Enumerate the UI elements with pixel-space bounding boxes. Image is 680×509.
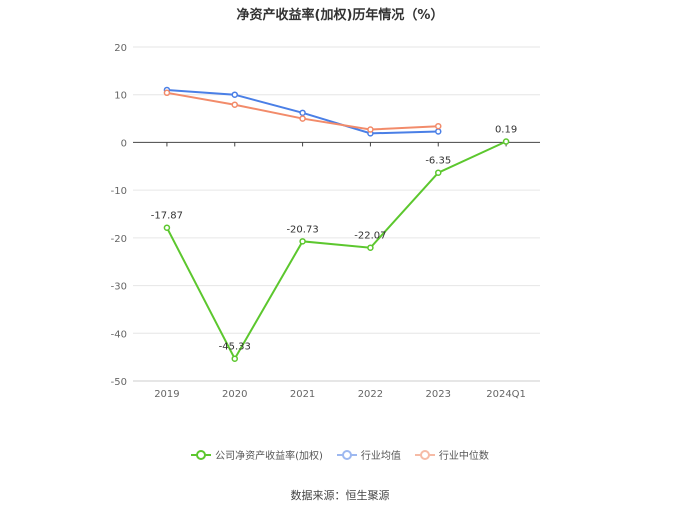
data-point	[435, 169, 442, 176]
data-point	[163, 224, 171, 231]
data-source: 数据来源：恒生聚源	[290, 489, 390, 502]
legend-line-icon	[414, 449, 435, 461]
legend-label-avg: 行业均值	[360, 451, 401, 462]
data-label: -45.33	[219, 342, 251, 353]
legend-label-median: 行业中位数	[438, 451, 489, 462]
data-label: -22.07	[354, 231, 386, 242]
series-line	[166, 140, 507, 361]
y-tick-label: -50	[111, 377, 127, 388]
y-tick-label: -30	[111, 282, 127, 293]
data-point	[231, 355, 238, 362]
data-point	[299, 238, 306, 245]
y-tick-label: -10	[111, 186, 127, 197]
data-point	[502, 138, 510, 145]
data-label: -20.73	[286, 224, 318, 235]
legend-item-avg[interactable]: 行业均值	[336, 447, 401, 462]
y-tick-label: -40	[111, 329, 127, 340]
data-point	[231, 101, 238, 108]
data-label: -6.35	[425, 156, 451, 167]
data-label: 0.19	[495, 125, 517, 136]
legend: 公司净资产收益率(加权) 行业均值 行业中位数	[0, 447, 680, 462]
y-tick-label: 10	[114, 91, 127, 102]
data-point	[163, 89, 171, 97]
line-chart: 20 10 0 -10 -20 -30 -40 -50 2019 2020 2021 2022 2023…	[111, 43, 540, 400]
x-tick-label: 2021	[290, 389, 315, 400]
y-tick-label: 0	[121, 138, 127, 149]
legend-item-company[interactable]: 公司净资产收益率(加权)	[191, 447, 323, 462]
data-labels: -17.87 -45.33 -20.73 -22.07 -6.35 0.19	[151, 125, 517, 353]
x-tick-label: 2019	[154, 389, 179, 400]
series-lines	[163, 86, 510, 362]
legend-item-median[interactable]: 行业中位数	[414, 447, 489, 462]
y-tick-label: -20	[111, 234, 127, 245]
x-tick-label: 2023	[426, 389, 451, 400]
legend-line-icon	[336, 449, 357, 461]
data-point	[231, 91, 238, 98]
data-label: -17.87	[151, 211, 183, 222]
legend-label-company: 公司净资产收益率(加权)	[215, 451, 323, 462]
data-point	[367, 126, 374, 133]
data-point	[367, 244, 374, 251]
data-point	[299, 109, 306, 117]
data-point	[435, 122, 442, 130]
chart-title: 净资产收益率(加权)历年情况（%）	[236, 8, 444, 23]
data-point	[435, 128, 442, 135]
axes: 20 10 0 -10 -20 -30 -40 -50 2019 2020 2021 2022 2023…	[111, 43, 540, 400]
legend-line-icon	[191, 449, 212, 461]
x-tick-label: 2022	[358, 389, 383, 400]
x-tick-label: 2020	[222, 389, 247, 400]
data-point	[299, 115, 306, 122]
y-tick-label: 20	[114, 43, 127, 54]
x-tick-label: 2024Q1	[486, 389, 526, 400]
